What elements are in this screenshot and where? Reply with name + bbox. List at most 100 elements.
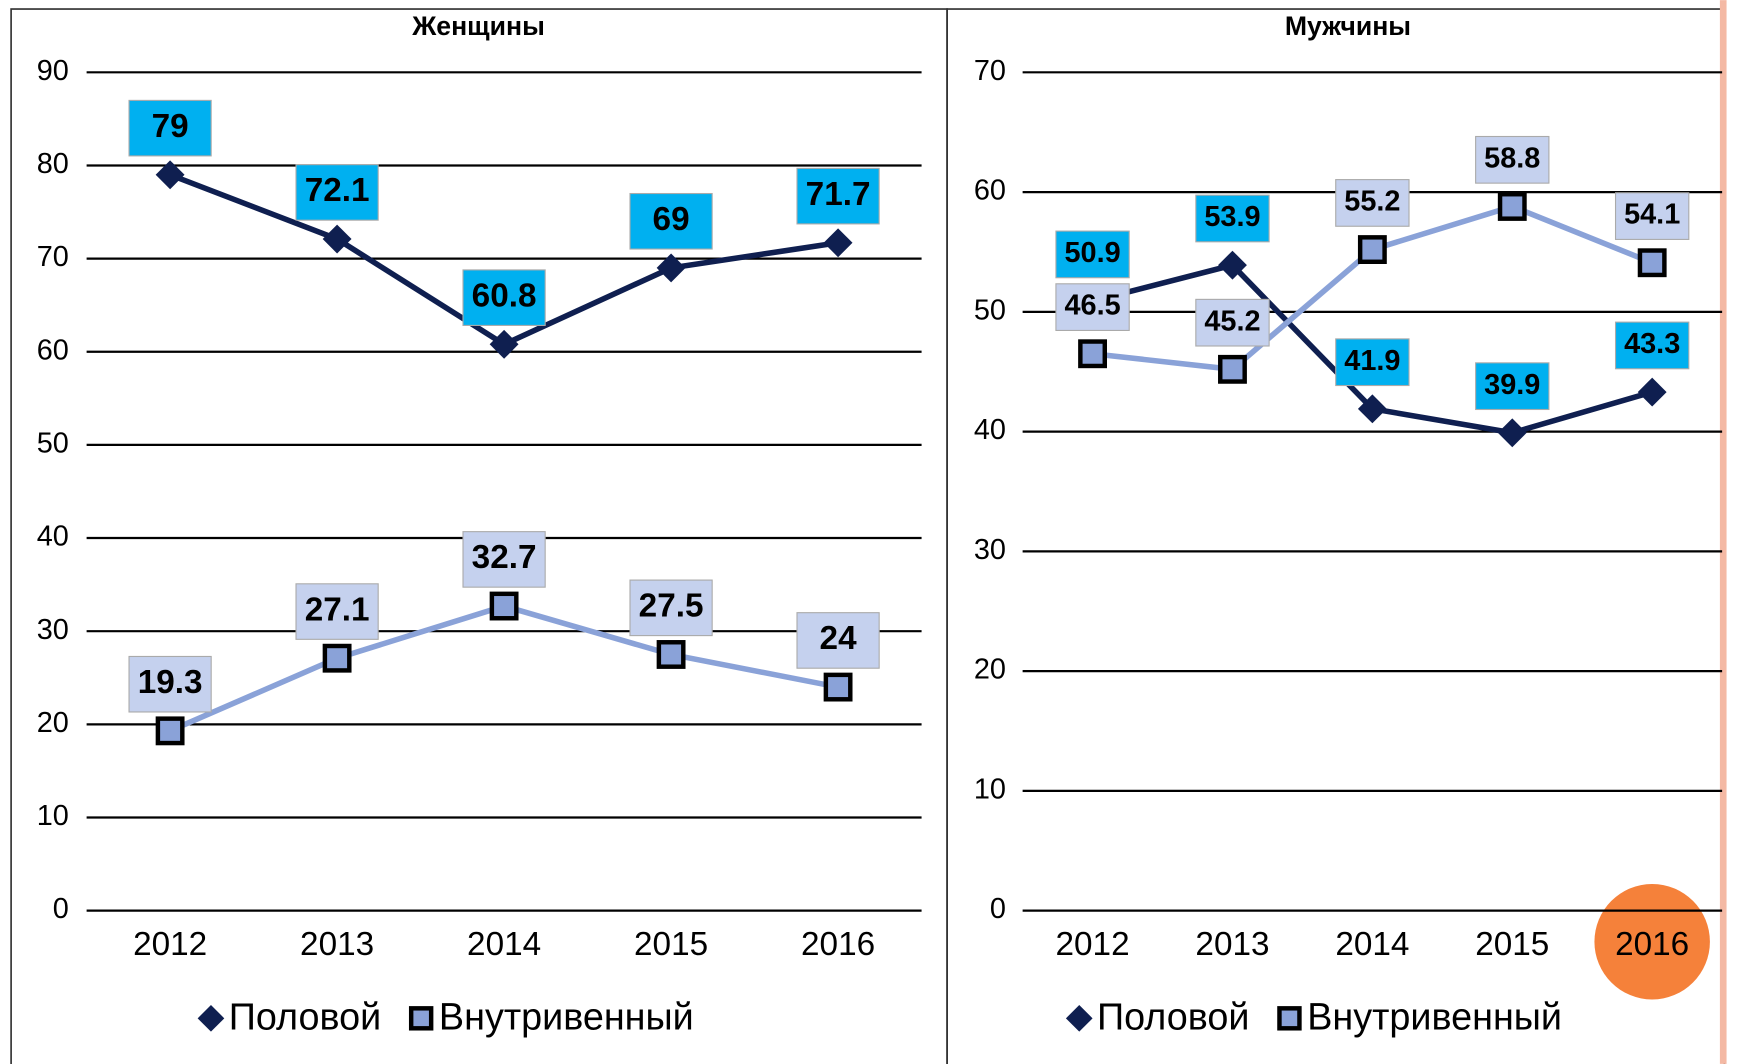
point-marker — [823, 672, 853, 702]
y-tick-label: 0 — [53, 893, 69, 925]
y-tick-label: 30 — [37, 614, 69, 646]
data-label-box — [629, 192, 713, 250]
x-tick-label: 2014 — [467, 926, 541, 963]
x-tick-label: 2016 — [1615, 926, 1689, 963]
x-tick-label: 2016 — [801, 926, 875, 963]
y-tick-label: 20 — [37, 707, 69, 739]
data-label: 71.7 — [806, 176, 871, 213]
data-label: 45.2 — [1204, 305, 1260, 337]
y-tick-label: 20 — [974, 654, 1006, 686]
legend-label: Половой — [1097, 995, 1249, 1037]
data-label: 55.2 — [1344, 186, 1400, 218]
point-marker — [1218, 354, 1247, 384]
legend-marker — [1277, 1006, 1302, 1031]
chart-title: Женщины — [411, 11, 545, 41]
data-label-box — [1475, 135, 1550, 184]
data-label: 58.8 — [1484, 142, 1540, 174]
point-marker — [1078, 339, 1108, 369]
y-tick-label: 10 — [974, 773, 1006, 805]
legend-label: Половой — [229, 995, 381, 1037]
data-label-box — [1335, 338, 1410, 387]
point-marker — [322, 643, 352, 673]
x-tick-label: 2012 — [1056, 926, 1130, 963]
x-tick-label: 2012 — [133, 926, 207, 963]
point-marker — [1497, 192, 1527, 221]
data-label: 50.9 — [1064, 237, 1120, 269]
x-tick-label: 2013 — [300, 926, 374, 963]
data-label-box — [796, 612, 880, 669]
y-tick-label: 40 — [974, 414, 1006, 446]
point-marker — [1637, 248, 1667, 278]
data-label: 79 — [152, 108, 189, 145]
data-label-box — [128, 655, 212, 713]
data-label: 27.5 — [639, 588, 704, 625]
x-tick-label: 2013 — [1195, 926, 1269, 963]
data-label: 41.9 — [1344, 345, 1400, 377]
data-label: 69 — [653, 201, 690, 238]
data-label: 60.8 — [472, 277, 537, 314]
x-tick-label: 2015 — [1475, 926, 1549, 963]
data-label-box — [629, 579, 713, 637]
point-marker — [1357, 235, 1387, 264]
point-marker — [322, 224, 352, 254]
y-tick-label: 70 — [974, 55, 1006, 87]
data-label-box — [1335, 179, 1410, 227]
point-marker — [823, 228, 853, 258]
x-tick-label: 2015 — [634, 926, 708, 963]
y-tick-label: 90 — [37, 55, 69, 87]
data-label-box — [1614, 192, 1690, 240]
legend-label: Внутривенный — [1307, 995, 1562, 1037]
data-label-box — [1195, 298, 1270, 347]
point-marker — [155, 160, 185, 190]
legend-marker — [197, 1005, 225, 1032]
data-label-box — [1614, 321, 1690, 370]
y-tick-label: 40 — [37, 521, 69, 553]
point-marker — [656, 640, 686, 669]
data-label: 24 — [820, 620, 858, 657]
y-tick-label: 80 — [37, 148, 69, 180]
data-label-box — [128, 99, 212, 157]
data-label: 46.5 — [1064, 290, 1120, 322]
data-label-box — [462, 269, 546, 326]
y-tick-label: 60 — [37, 334, 69, 366]
data-label: 32.7 — [472, 539, 537, 576]
series-line — [168, 603, 839, 734]
point-marker — [1497, 418, 1527, 448]
chart-title: Мужчины — [1285, 11, 1411, 41]
data-label: 53.9 — [1204, 201, 1260, 233]
x-tick-label: 2014 — [1335, 926, 1409, 963]
y-tick-label: 0 — [990, 893, 1006, 925]
data-label: 54.1 — [1624, 199, 1680, 231]
y-tick-label: 50 — [974, 294, 1006, 326]
data-label-box — [1195, 194, 1270, 243]
data-label: 19.3 — [138, 664, 203, 701]
legend-label: Внутривенный — [439, 995, 694, 1037]
point-marker — [155, 716, 185, 746]
point-marker — [1637, 377, 1667, 407]
y-tick-label: 50 — [37, 428, 69, 460]
data-label-box — [462, 531, 546, 588]
data-label-box — [295, 164, 379, 221]
legend-marker — [408, 1006, 434, 1031]
y-tick-label: 70 — [37, 241, 69, 273]
highlight-circle — [1594, 883, 1710, 1000]
data-label-box — [796, 167, 880, 225]
y-tick-label: 60 — [974, 175, 1006, 207]
data-label-box — [1475, 362, 1550, 411]
legend-marker — [1065, 1005, 1093, 1032]
point-marker — [489, 591, 519, 621]
data-label-box — [295, 583, 379, 640]
data-label-box — [1055, 283, 1130, 331]
point-marker — [1357, 394, 1387, 424]
y-tick-label: 30 — [974, 534, 1006, 566]
y-tick-label: 10 — [37, 800, 69, 832]
data-label-box — [1055, 230, 1130, 279]
data-label: 43.3 — [1624, 328, 1680, 360]
data-label: 39.9 — [1484, 369, 1540, 401]
data-label: 27.1 — [305, 591, 370, 628]
point-marker — [489, 329, 519, 359]
point-marker — [656, 253, 686, 283]
point-marker — [1218, 250, 1247, 280]
